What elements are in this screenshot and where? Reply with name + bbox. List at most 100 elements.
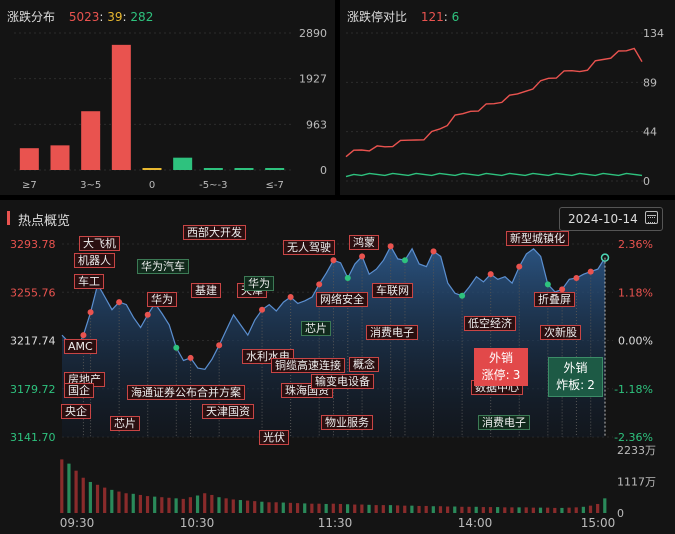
bar-1	[50, 145, 70, 170]
bar-6	[203, 168, 223, 170]
limit-up-summary-box[interactable]: 外销 涨停: 3	[474, 348, 528, 386]
volume-bar-33	[295, 503, 300, 513]
volume-bar-48	[403, 505, 407, 513]
y-tick-label-right: 1.18%	[618, 286, 653, 299]
hot-tag[interactable]: 无人驾驶	[283, 240, 335, 255]
hot-tag[interactable]: 概念	[349, 357, 379, 372]
hot-tag[interactable]: 鸿蒙	[349, 235, 379, 250]
x-tick-label: 10:30	[180, 516, 215, 530]
volume-bar-12	[145, 496, 150, 513]
volume-bar-56	[460, 506, 464, 513]
x-tick-label: ≥7	[22, 180, 37, 191]
volume-bar-17	[181, 498, 185, 513]
hot-tag[interactable]: 央企	[61, 404, 91, 419]
event-marker	[401, 257, 408, 264]
y-tick-label-right: 0.00%	[618, 335, 653, 348]
y-tick-label-right: -1.18%	[614, 383, 653, 396]
volume-bar-44	[374, 505, 378, 513]
volume-bar-14	[160, 497, 164, 513]
title-accent-bar	[7, 211, 10, 225]
event-marker	[216, 342, 223, 349]
hot-tag[interactable]: 折叠屏	[534, 292, 575, 307]
hot-tag[interactable]: 基建	[191, 283, 221, 298]
limit-ratio-panel: 涨跌停对比 121: 6 134 89 44 0	[340, 0, 675, 195]
hot-tag[interactable]: 输变电设备	[311, 374, 374, 389]
event-marker	[80, 332, 87, 339]
y-tick-label: 0	[320, 164, 327, 177]
event-marker	[487, 271, 494, 278]
volume-bar-26	[245, 500, 250, 513]
hot-tag[interactable]: 海通证券公布合并方案	[127, 385, 245, 400]
volume-bar-68	[546, 507, 550, 513]
event-marker	[259, 306, 266, 313]
volume-bar-73	[581, 506, 585, 513]
volume-bar-36	[317, 503, 321, 513]
date-picker[interactable]: 2024-10-14	[559, 207, 663, 231]
volume-bar-10	[131, 493, 135, 513]
volume-bar-41	[353, 504, 357, 513]
hot-tag[interactable]: 消费电子	[478, 415, 530, 430]
x-tick-label: -5~-3	[199, 180, 227, 191]
volume-bar-54	[446, 506, 450, 513]
hot-tag[interactable]: 低空经济	[464, 316, 516, 331]
volume-bar-19	[195, 495, 200, 513]
volume-bar-65	[524, 507, 528, 513]
event-marker	[544, 281, 551, 288]
volume-bar-7	[110, 489, 114, 513]
up-count: 5023	[68, 10, 100, 24]
hot-tag[interactable]: 新型城镇化	[506, 231, 569, 246]
x-tick-label: 11:30	[318, 516, 353, 530]
hot-tag[interactable]: 网络安全	[316, 292, 368, 307]
down-count: 282	[130, 10, 154, 24]
volume-bar-11	[138, 494, 142, 513]
hot-tag[interactable]: 铜缆高速连接	[271, 358, 345, 373]
hot-tag[interactable]: 国企	[64, 383, 94, 398]
hot-tag[interactable]: 芯片	[110, 416, 140, 431]
limit-break-summary-title: 外销	[563, 361, 588, 375]
bar-4	[142, 168, 162, 170]
bar-5	[173, 157, 193, 170]
hot-tag[interactable]: 车工	[74, 274, 104, 289]
volume-bar-28	[260, 501, 264, 513]
bar-7	[234, 168, 254, 170]
hot-tag[interactable]: 车联网	[372, 283, 413, 298]
series-line-0	[345, 47, 643, 158]
hot-tag[interactable]: 机器人	[74, 253, 115, 268]
hot-tag[interactable]: 芯片	[301, 321, 331, 336]
hot-tag[interactable]: 大飞机	[79, 236, 120, 251]
hot-tag[interactable]: 华为汽车	[137, 259, 189, 274]
y-tick-label-right: 2.36%	[618, 238, 653, 251]
hot-tag[interactable]: 华为	[147, 292, 177, 307]
volume-tick-label: 1117万	[617, 476, 656, 489]
volume-bar-40	[345, 504, 350, 513]
hot-tag[interactable]: 西部大开发	[183, 225, 246, 240]
hot-tag[interactable]: 次新股	[540, 325, 581, 340]
volume-bar-62	[503, 507, 507, 513]
volume-bar-31	[281, 502, 285, 513]
volume-bar-2	[74, 470, 78, 513]
hot-tag[interactable]: 消费电子	[366, 325, 418, 340]
hot-tag[interactable]: 华为	[244, 276, 274, 291]
volume-bar-29	[267, 502, 271, 513]
limit-ratio-title: 涨跌停对比	[347, 10, 408, 24]
limit-break-summary-box[interactable]: 外销 炸板: 2	[548, 357, 603, 397]
bar-0	[19, 148, 39, 170]
x-tick-label: ≤-7	[265, 180, 283, 191]
volume-bar-24	[231, 499, 235, 513]
hot-tag[interactable]: 天津国资	[202, 404, 254, 419]
volume-bar-13	[153, 496, 157, 513]
x-tick-label: 0	[149, 180, 155, 191]
volume-bar-37	[324, 503, 328, 513]
hot-tag[interactable]: 物业服务	[321, 415, 373, 430]
distribution-panel: 涨跌分布 5023: 39: 282 2890 1927 963 0 ≥7 3~5 0 -5~…	[0, 0, 335, 195]
volume-bar-22	[217, 497, 221, 513]
event-marker	[559, 286, 566, 293]
event-marker	[573, 274, 580, 281]
hot-tag[interactable]: 光伏	[259, 430, 289, 445]
event-marker	[144, 311, 151, 318]
limit-up-summary-line: 涨停: 3	[481, 368, 521, 382]
y-tick-label-right: -2.36%	[614, 431, 653, 444]
hot-tag[interactable]: AMC	[64, 339, 97, 354]
event-marker	[187, 354, 194, 361]
calendar-icon[interactable]	[645, 211, 658, 224]
